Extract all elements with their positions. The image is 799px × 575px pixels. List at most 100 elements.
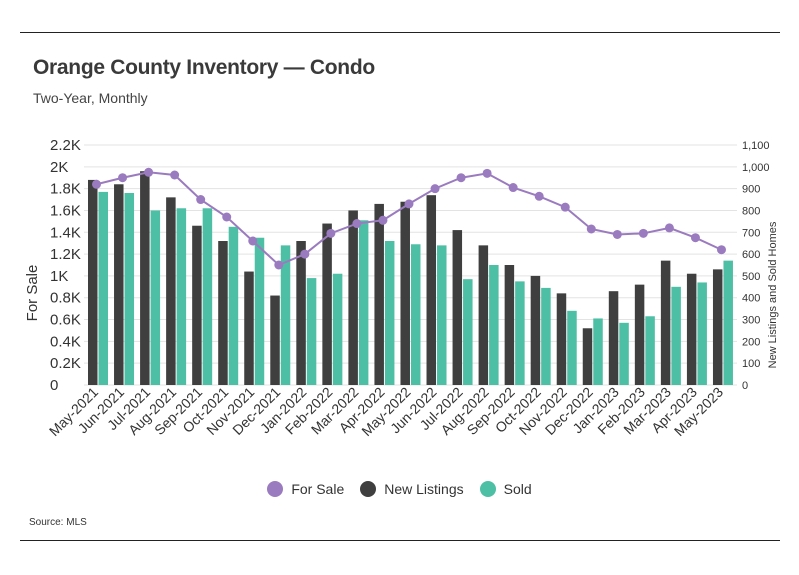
right-tick-label: 700 [742,227,760,239]
point-for-sale-Jan-2023 [612,229,622,239]
bar-sold-Oct-2022 [541,287,551,385]
bottom-rule [20,540,780,541]
point-for-sale-Nov-2022 [560,202,570,212]
point-for-sale-Jul-2021 [144,167,154,177]
top-rule [20,32,780,33]
point-for-sale-Sep-2022 [508,183,518,193]
bar-sold-Feb-2022 [332,273,343,385]
legend-swatch-new-listings [360,481,377,497]
left-axis-title: For Sale [24,265,41,322]
left-tick-label: 2K [50,159,68,176]
bar-new-listings-Sep-2021 [192,225,202,385]
bar-new-listings-Feb-2023 [634,284,645,385]
bar-new-listings-Dec-2022 [582,328,593,385]
left-tick-label: 1.2K [50,246,81,263]
left-tick-label: 1.8K [50,181,81,198]
right-tick-label: 600 [742,249,760,261]
chart-title: Orange County Inventory — Condo [33,56,375,79]
bar-new-listings-Aug-2022 [478,245,489,385]
point-for-sale-Mar-2023 [664,223,674,233]
bar-new-listings-Oct-2022 [530,275,541,385]
left-tick-label: 1.6K [50,202,81,219]
bar-sold-Apr-2022 [384,241,395,385]
bar-sold-Jun-2021 [124,193,135,385]
point-for-sale-Aug-2021 [170,170,180,180]
point-for-sale-Aug-2022 [482,168,492,178]
bar-new-listings-Apr-2022 [374,203,384,385]
legend-item-for-sale[interactable]: For Sale [267,481,344,497]
bar-new-listings-Sep-2022 [504,265,515,385]
point-for-sale-Sep-2021 [196,195,206,205]
point-for-sale-Jun-2022 [430,184,440,194]
left-tick-label: 0.4K [50,333,81,350]
bar-new-listings-May-2022 [400,201,410,385]
right-tick-label: 300 [742,315,760,327]
left-tick-label: 0.2K [50,355,81,372]
right-tick-label: 800 [742,205,760,217]
point-for-sale-Feb-2023 [638,228,648,238]
right-tick-label: 500 [742,271,760,283]
bar-sold-Mar-2022 [358,220,369,385]
legend-swatch-sold [479,481,496,497]
bar-sold-May-2023 [723,260,733,385]
bar-sold-Nov-2021 [254,237,265,385]
bar-new-listings-Nov-2021 [244,271,254,385]
bar-new-listings-Mar-2023 [660,260,671,385]
legend-item-sold[interactable]: Sold [479,481,532,497]
legend-item-new-listings[interactable]: New Listings [360,481,464,497]
bar-sold-Sep-2021 [202,208,213,385]
bar-sold-Jun-2022 [437,245,447,385]
right-tick-label: 900 [742,184,760,196]
point-for-sale-Feb-2022 [326,228,336,238]
bar-sold-May-2022 [410,244,421,385]
bar-sold-Jul-2021 [150,210,161,385]
point-for-sale-Apr-2023 [690,233,700,243]
bar-sold-Jan-2023 [619,322,629,385]
source-note: Source: MLS [29,517,87,528]
right-tick-label: 400 [742,293,760,305]
legend-label-sold: Sold [503,481,532,497]
legend: For Sale New Listings Sold [0,481,799,497]
legend-swatch-for-sale [267,481,284,497]
bar-sold-Feb-2023 [645,316,655,385]
point-for-sale-May-2023 [716,245,726,255]
bar-sold-Jul-2022 [463,279,473,385]
bar-sold-Dec-2021 [280,245,291,385]
point-for-sale-Dec-2022 [586,224,596,234]
right-tick-label: 1,000 [742,162,770,174]
point-for-sale-Oct-2022 [534,191,544,201]
point-for-sale-Dec-2021 [274,260,284,270]
left-tick-label: 0.6K [50,312,81,329]
bar-new-listings-Apr-2023 [686,273,697,385]
bar-new-listings-Oct-2021 [218,241,228,385]
left-tick-label: 1K [50,268,68,285]
right-tick-label: 100 [742,358,760,370]
point-for-sale-Jun-2021 [118,173,128,183]
bar-new-listings-Nov-2022 [556,293,567,385]
left-tick-label: 1.4K [50,224,81,241]
point-for-sale-May-2021 [92,179,102,189]
bar-sold-Aug-2022 [489,265,499,385]
bar-sold-Aug-2021 [176,208,187,385]
left-tick-label: 2.2K [50,137,81,154]
left-tick-label: 0 [50,377,58,394]
bar-new-listings-Mar-2022 [348,210,358,385]
bar-new-listings-Jul-2022 [452,230,463,385]
bar-sold-Nov-2022 [567,310,577,385]
point-for-sale-Jan-2022 [300,249,310,259]
bar-sold-Dec-2022 [593,318,603,385]
point-for-sale-Apr-2022 [378,215,388,225]
bar-new-listings-Jan-2023 [608,291,619,385]
bar-sold-Apr-2023 [697,282,707,385]
bar-new-listings-Jun-2021 [114,184,124,385]
right-axis-title: New Listings and Sold Homes [767,221,779,368]
bar-new-listings-May-2021 [88,179,98,385]
bar-new-listings-Jun-2022 [426,195,437,385]
bar-new-listings-Jul-2021 [140,171,150,385]
right-tick-label: 1,100 [742,140,770,152]
point-for-sale-Mar-2022 [352,219,362,229]
bar-new-listings-Feb-2022 [322,223,332,385]
bar-new-listings-Aug-2021 [166,197,176,385]
bar-sold-Mar-2023 [671,286,681,385]
